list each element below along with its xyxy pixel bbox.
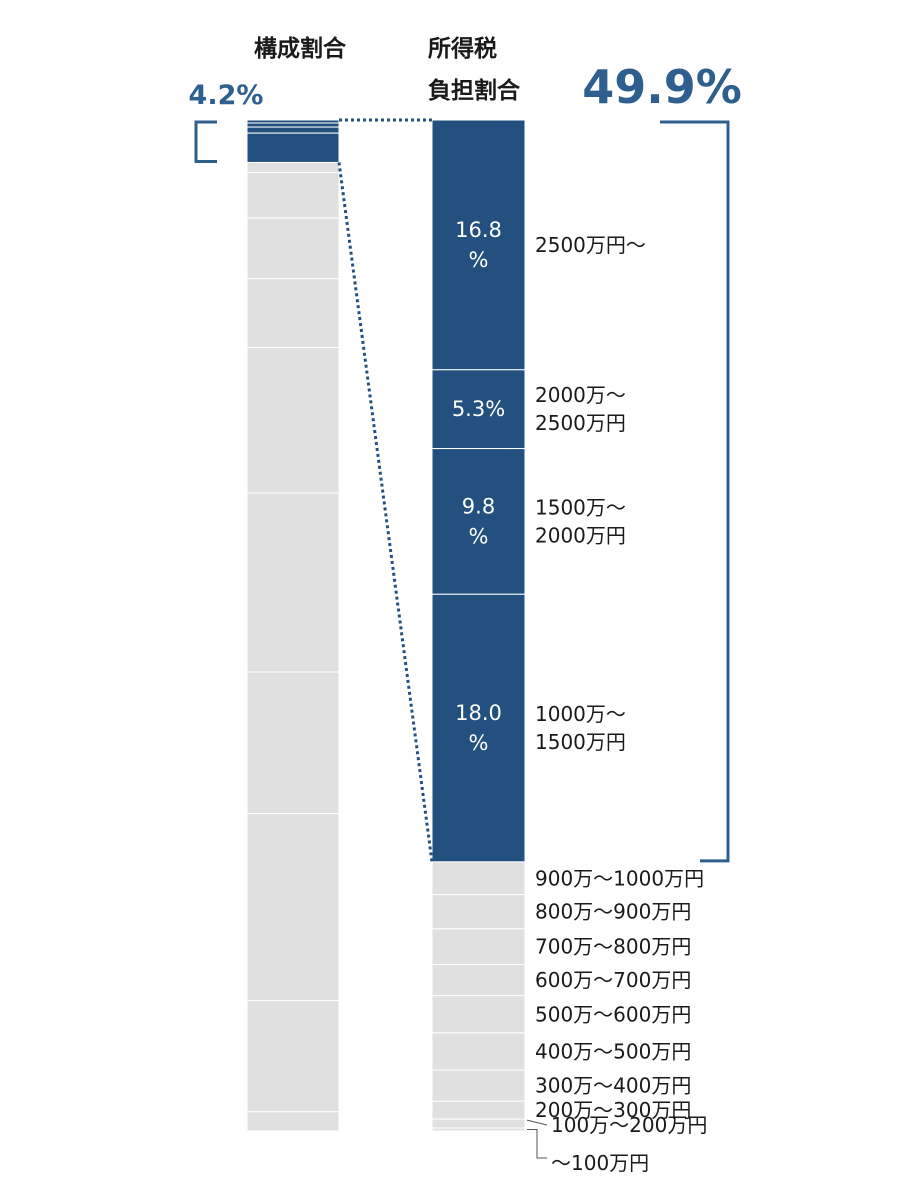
- category-label-2000-2500: 2000万〜: [535, 383, 626, 407]
- tax-segment-700-800: [431, 928, 526, 965]
- zoom-connectors: [337, 118, 434, 863]
- tax-segment-1000-1500: [431, 593, 526, 863]
- tax-segment-label: 18.0: [455, 701, 502, 725]
- leader-line: [526, 1119, 548, 1126]
- composition-segment-300-400: [246, 671, 340, 815]
- tax-segment-800-900: [431, 894, 526, 930]
- tax-segment-200-300: [431, 1100, 526, 1120]
- composition-bracket: [194, 120, 217, 163]
- tax-segment-1500-2000: [431, 448, 526, 595]
- tax-header-line2: 負担割合: [428, 77, 521, 104]
- tax-segment-label: %: [469, 731, 489, 755]
- composition-segment-600-700: [246, 278, 340, 348]
- category-label-2500: 2500万円〜: [535, 233, 646, 257]
- composition-segment-500-600: [246, 346, 340, 494]
- tax-segment-400-500: [431, 1032, 526, 1071]
- category-label-500-600: 500万〜600万円: [535, 1002, 691, 1026]
- category-label-800-900: 800万〜900万円: [535, 900, 691, 924]
- leader-line: [527, 1129, 547, 1159]
- category-label-100-200: 100万〜200万円: [551, 1113, 707, 1137]
- category-label-1500-2000: 1500万〜: [535, 495, 626, 519]
- tax-segment-900-1000: [431, 861, 526, 896]
- composition-bar: [246, 119, 340, 1132]
- tax-segment-100: [431, 1127, 526, 1132]
- composition-segment-2000-2500: [246, 122, 340, 128]
- composition-header: 構成割合: [254, 35, 347, 62]
- tax-highlight-pct: 49.9%: [582, 60, 742, 114]
- tax-bar: 16.8% 5.3% 9.8% 18.0%: [431, 119, 526, 1132]
- tax-segment-100-200: [431, 1118, 526, 1129]
- category-label-1000-1500: 1000万〜: [535, 702, 626, 726]
- tax-segment-600-700: [431, 963, 526, 997]
- category-label-1000-1500: 1500万円: [535, 730, 626, 754]
- composition-segment-900-1000: [246, 161, 340, 174]
- tax-segment-label: 16.8: [455, 218, 502, 242]
- composition-segment-800-900: [246, 172, 340, 219]
- tax-segment-300-400: [431, 1069, 526, 1102]
- category-label-200-300: 200万〜300万円: [535, 1098, 691, 1122]
- tax-segment-500-600: [431, 995, 526, 1034]
- composition-segment-400-500: [246, 492, 340, 673]
- tax-segment-label: %: [469, 248, 489, 272]
- tax-header-line1: 所得税: [428, 35, 497, 62]
- category-label-100: 〜100万円: [551, 1151, 649, 1175]
- composition-segment-700-800: [246, 217, 340, 280]
- connector-bottom: [337, 162, 434, 863]
- composition-segment-1000-1500: [246, 132, 340, 163]
- tax-bracket: [660, 120, 730, 863]
- category-label-400-500: 400万〜500万円: [535, 1039, 691, 1063]
- tax-segment-label: 5.3%: [452, 397, 505, 421]
- tax-segment-2000-2500: [431, 369, 526, 450]
- tax-segment-2500: [431, 119, 526, 371]
- brackets: [194, 120, 730, 863]
- category-labels: 2500万円〜 2000万〜 2500万円 1500万〜 2000万円 1000万〜 150…: [526, 233, 707, 1175]
- tax-segment-label: %: [469, 524, 489, 548]
- category-label-1500-2000: 2000万円: [535, 523, 626, 547]
- category-label-700-800: 700万〜800万円: [535, 935, 691, 959]
- composition-segment-100-200: [246, 1000, 340, 1113]
- category-label-600-700: 600万〜700万円: [535, 968, 691, 992]
- category-label-2000-2500: 2500万円: [535, 411, 626, 435]
- composition-highlight-pct: 4.2%: [189, 80, 264, 111]
- composition-segment-100: [246, 1111, 340, 1132]
- category-label-900-1000: 900万〜1000万円: [535, 866, 704, 890]
- composition-segment-200-300: [246, 813, 340, 1002]
- composition-segment-1500-2000: [246, 126, 340, 134]
- category-label-300-400: 300万〜400万円: [535, 1074, 691, 1098]
- tax-segment-label: 9.8: [462, 494, 495, 518]
